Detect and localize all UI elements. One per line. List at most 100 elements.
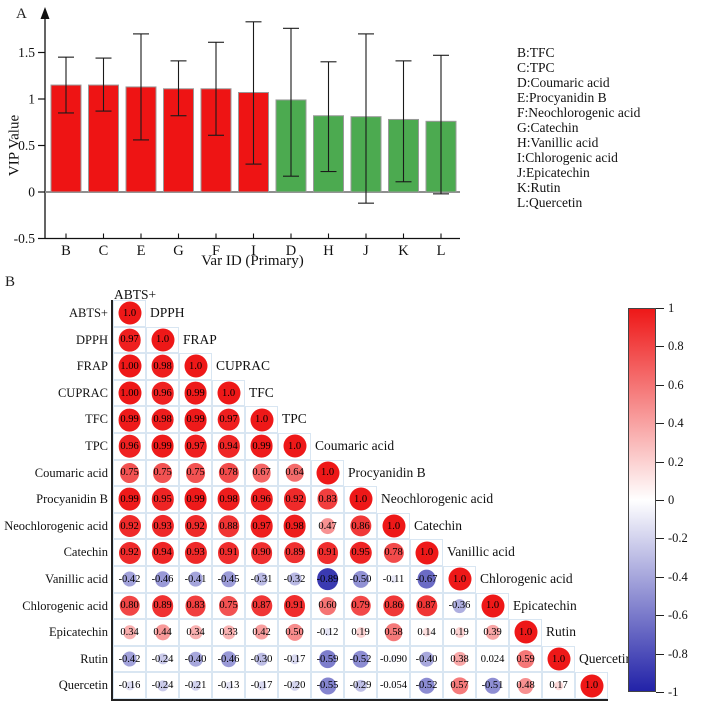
correlation-circle (184, 541, 207, 564)
correlation-value: -0.31 (250, 573, 273, 585)
correlation-value: 0.78 (384, 547, 403, 559)
correlation-value: 0.99 (186, 493, 205, 505)
matrix-cell: 0.99 (179, 379, 212, 407)
x-tick-label: B (61, 243, 71, 259)
correlation-circle (319, 518, 336, 534)
correlation-value: 0.99 (120, 493, 139, 505)
matrix-cell: -0.50 (344, 566, 377, 593)
matrix-cell: 0.99 (113, 406, 146, 433)
matrix-cell: 0.75 (146, 459, 179, 487)
correlation-circle (283, 434, 306, 458)
correlation-circle (220, 571, 237, 588)
matrix-cell: 1.0 (542, 645, 575, 673)
correlation-value: 0.96 (153, 387, 172, 399)
matrix-row-label: DPPH (76, 332, 108, 347)
correlation-circle (217, 515, 240, 537)
matrix-cell: -0.52 (410, 672, 443, 699)
correlation-value: 0.47 (318, 520, 337, 532)
correlation-value: 0.59 (516, 653, 535, 665)
correlation-value: -0.24 (151, 680, 174, 692)
matrix-cell: 0.98 (278, 512, 311, 540)
correlation-value: 0.79 (351, 600, 370, 612)
correlation-circle (250, 408, 273, 432)
correlation-circle (286, 624, 303, 641)
correlation-circle (382, 514, 405, 538)
matrix-cell: 0.95 (146, 486, 179, 513)
correlation-circle (256, 680, 267, 691)
correlation-circle (415, 595, 438, 617)
correlation-circle (255, 652, 268, 666)
matrix-cell: -0.24 (146, 672, 179, 699)
matrix-cell: 0.91 (212, 539, 245, 566)
correlation-circle (418, 677, 435, 694)
correlation-value: -0.17 (250, 680, 273, 692)
correlation-value: 1.0 (188, 360, 203, 372)
matrix-diagonal-label: Rutin (546, 624, 577, 640)
correlation-value: 1.0 (386, 520, 401, 532)
correlation-circle (580, 674, 603, 698)
correlation-value: 0.95 (153, 493, 172, 505)
matrix-cell: 0.95 (344, 539, 377, 566)
matrix-row-label: FRAP (76, 359, 108, 374)
matrix-cell: -0.054 (377, 672, 410, 699)
matrix-diagonal-label: Procyanidin B (348, 464, 426, 480)
matrix-cell: 0.34 (113, 619, 146, 646)
matrix-cell: 1.0 (311, 459, 344, 487)
x-tick-label: G (173, 243, 184, 259)
matrix-cell: -0.45 (212, 566, 245, 593)
correlation-value: 0.99 (252, 440, 271, 452)
legend-item: C:TPC (517, 60, 555, 75)
matrix-cell: -0.12 (311, 619, 344, 646)
correlation-value: 0.50 (285, 626, 304, 638)
correlation-circle (289, 654, 300, 664)
correlation-circle (415, 541, 438, 565)
matrix-cell: 0.86 (377, 592, 410, 620)
x-tick-label: I (251, 243, 256, 259)
matrix-cell: 0.19 (344, 619, 377, 646)
matrix-cell: 0.39 (476, 619, 509, 646)
matrix-diagonal-label: Catechin (414, 517, 462, 533)
correlation-circle (316, 541, 339, 564)
correlation-value: 0.98 (219, 493, 238, 505)
matrix-left-border (111, 300, 113, 700)
correlation-circle (118, 515, 141, 538)
correlation-value: 0.93 (186, 547, 205, 559)
correlation-value: 0.93 (153, 520, 172, 532)
colorbar-tick (656, 653, 664, 655)
correlation-circle (389, 575, 398, 584)
correlation-circle (122, 651, 137, 667)
correlation-circle (417, 569, 436, 589)
correlation-value: 0.75 (186, 467, 205, 479)
correlation-circle (352, 650, 369, 668)
colorbar-tick-label: 1 (668, 301, 675, 315)
correlation-circle (283, 594, 306, 617)
correlation-value: 0.38 (450, 653, 469, 665)
matrix-cell: 0.88 (212, 512, 245, 540)
correlation-circle (152, 462, 173, 483)
correlation-value: -0.16 (118, 680, 141, 692)
matrix-row-label: Procyanidin B (36, 492, 108, 507)
matrix-cell: 0.89 (146, 592, 179, 620)
correlation-value: 0.91 (285, 600, 304, 612)
correlation-circle (252, 463, 271, 483)
correlation-value: -0.52 (349, 653, 372, 665)
correlation-value: -0.50 (349, 573, 372, 585)
matrix-cell: 0.59 (509, 645, 542, 673)
x-tick-label: D (286, 243, 296, 259)
colorbar-tick (656, 500, 664, 501)
matrix-cell: -0.42 (113, 566, 146, 593)
correlation-circle (288, 572, 301, 586)
correlation-circle (448, 567, 471, 591)
matrix-cell: 0.78 (212, 459, 245, 487)
correlation-circle (316, 568, 339, 591)
correlation-circle (217, 488, 240, 511)
y-tick-label: 0 (28, 185, 35, 200)
matrix-cell: 0.99 (179, 406, 212, 433)
x-tick-label: C (99, 243, 109, 259)
correlation-circle (151, 515, 174, 538)
colorbar-tick-label: 0.6 (668, 377, 684, 392)
matrix-cell: 0.50 (278, 619, 311, 646)
correlation-circle (318, 677, 337, 695)
matrix-cell: 0.75 (113, 459, 146, 487)
correlation-circle (118, 381, 141, 405)
